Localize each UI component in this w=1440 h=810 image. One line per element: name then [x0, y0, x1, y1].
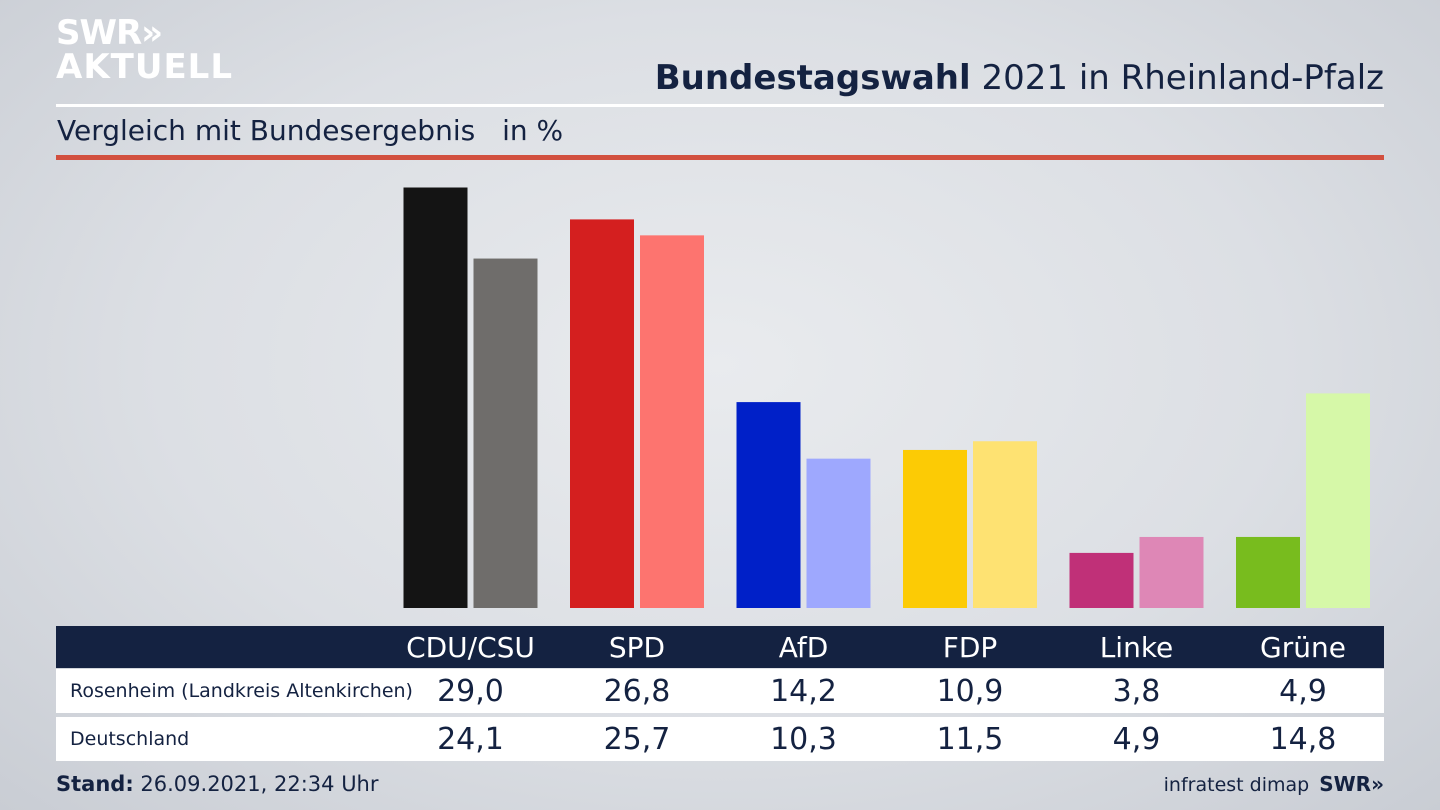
- data-label: 3,8: [1112, 673, 1161, 709]
- data-label: 24,1: [437, 721, 504, 757]
- bar-grüne-country: [1306, 393, 1370, 608]
- data-label: 10,3: [770, 721, 837, 757]
- swr-brand: SWR»: [1319, 772, 1384, 796]
- subtitle-text: Vergleich mit Bundesergebnis: [57, 114, 476, 147]
- table-header: CDU/CSU SPD AfD FDP Linke Grüne: [56, 626, 1384, 668]
- data-label: 29,0: [437, 673, 504, 709]
- logo-line-1: SWR»: [56, 13, 163, 53]
- bar-fdp-country: [973, 441, 1037, 608]
- bar-cdu-csu-country: [473, 258, 538, 608]
- category-label: SPD: [608, 630, 666, 664]
- timestamp: Stand: 26.09.2021, 22:34 Uhr: [56, 772, 379, 796]
- data-label: 14,8: [1269, 721, 1337, 757]
- chart-subtitle: Vergleich mit Bundesergebnis in %: [57, 114, 563, 147]
- bar-linke-country: [1139, 536, 1204, 608]
- data-label: 26,8: [603, 673, 671, 709]
- data-label: 4,9: [1279, 673, 1327, 709]
- unit-label: in %: [502, 114, 564, 147]
- title-rest: 2021 in Rheinland-Pfalz: [981, 58, 1384, 98]
- data-label: 10,9: [936, 673, 1004, 709]
- page-title: Bundestagswahl 2021 in Rheinland-Pfalz: [655, 58, 1384, 98]
- category-label: Grüne: [1260, 630, 1346, 664]
- category-label: Linke: [1099, 630, 1174, 664]
- table-row-region: Rosenheim (Landkreis Altenkirchen) 29,0 2…: [56, 669, 1384, 713]
- bar-afd-region: [736, 402, 801, 608]
- data-label: 4,9: [1112, 721, 1161, 757]
- category-label: CDU/CSU: [406, 630, 535, 664]
- category-label: AfD: [778, 630, 829, 664]
- bar-spd-country: [640, 235, 704, 608]
- source-credit: infratest dimap SWR»: [1164, 772, 1384, 796]
- data-label: 14,2: [770, 673, 837, 709]
- bar-afd-country: [806, 458, 871, 608]
- title-divider: [56, 104, 1384, 107]
- row-label-region: Rosenheim (Landkreis Altenkirchen): [70, 680, 413, 702]
- title-bold: Bundestagswahl: [654, 58, 971, 98]
- row-label-country: Deutschland: [70, 728, 190, 750]
- stand-label: Stand:: [56, 772, 134, 796]
- table-row-country: Deutschland 24,1 25,7 10,3 11,5 4,9 14,8: [56, 717, 1384, 761]
- bar-linke-region: [1069, 552, 1134, 608]
- data-label: 25,7: [603, 721, 671, 757]
- logo-line-2: AKTUELL: [56, 47, 234, 87]
- stand-value: 26.09.2021, 22:34 Uhr: [140, 772, 379, 796]
- bar-fdp-region: [903, 449, 967, 608]
- bar-grüne-region: [1236, 536, 1300, 608]
- swr-aktuell-logo: SWR» AKTUELL: [56, 16, 233, 84]
- bar-spd-region: [570, 219, 634, 608]
- source-label: infratest dimap: [1163, 774, 1310, 796]
- category-label: FDP: [942, 630, 998, 664]
- subtitle-divider: [56, 155, 1384, 160]
- bar-cdu-csu-region: [403, 187, 468, 608]
- data-label: 11,5: [936, 721, 1004, 757]
